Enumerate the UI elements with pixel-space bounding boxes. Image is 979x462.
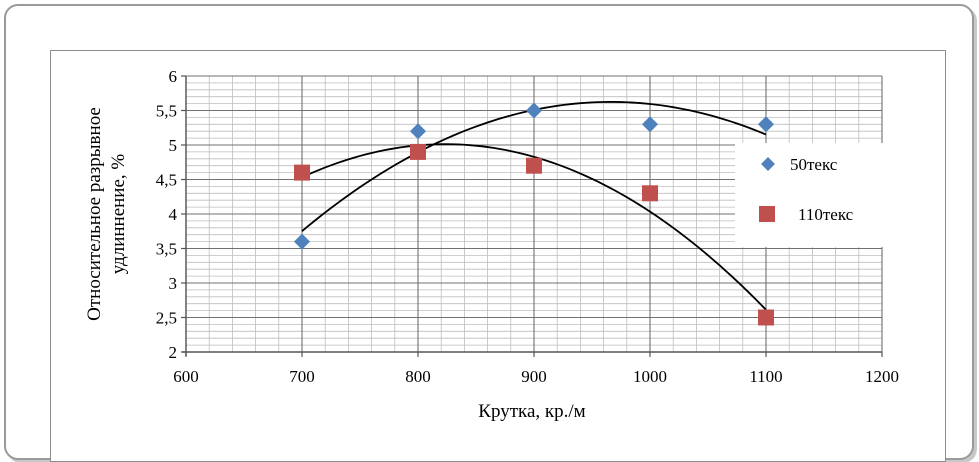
y-tick-label: 4,5 <box>156 171 177 190</box>
x-tick-label: 900 <box>521 367 547 386</box>
legend-label-50tex: 50текс <box>790 155 838 174</box>
point-series-1 <box>294 164 310 181</box>
x-tick-label: 1000 <box>633 367 667 386</box>
legend-marker-50tex <box>761 157 775 171</box>
x-tick-label: 800 <box>405 367 431 386</box>
x-tick-label: 600 <box>173 367 199 386</box>
x-tick-label: 1100 <box>749 367 782 386</box>
y-axis-title-line2: удлиннение, % <box>108 154 129 275</box>
point-series-0 <box>642 116 658 133</box>
point-series-1 <box>526 157 542 174</box>
point-series-0 <box>526 102 542 119</box>
legend-box <box>735 143 883 247</box>
point-series-1 <box>410 143 426 160</box>
y-tick-label: 2,5 <box>156 309 177 328</box>
legend: 50текс 110текс <box>735 143 883 247</box>
y-tick-label: 3,5 <box>156 240 177 259</box>
point-series-0 <box>294 233 310 250</box>
y-tick-label: 2 <box>169 343 178 362</box>
x-tick-label: 1200 <box>865 367 899 386</box>
legend-label-110tex: 110текс <box>798 205 854 224</box>
point-series-1 <box>758 309 774 326</box>
y-tick-label: 5 <box>169 136 178 155</box>
point-series-0 <box>758 116 774 133</box>
legend-marker-110tex <box>759 206 775 222</box>
trendline-series-1 <box>301 143 767 311</box>
x-tick-label: 700 <box>289 367 315 386</box>
y-tick-label: 5,5 <box>156 102 177 121</box>
y-tick-label: 6 <box>169 67 178 86</box>
y-tick-label: 3 <box>169 274 178 293</box>
tick-labels: 2 2,5 3 3,5 4 4,5 5 5,5 6 600 700 800 900 1000 1100 120… <box>156 67 899 386</box>
data-points <box>294 102 774 326</box>
point-series-1 <box>642 185 658 202</box>
y-tick-label: 4 <box>169 205 178 224</box>
point-series-0 <box>410 123 426 140</box>
axes <box>181 75 883 357</box>
x-axis-title: Крутка, кр./м <box>478 401 585 422</box>
y-axis-title-line1: Относительное разрывное <box>84 107 105 321</box>
